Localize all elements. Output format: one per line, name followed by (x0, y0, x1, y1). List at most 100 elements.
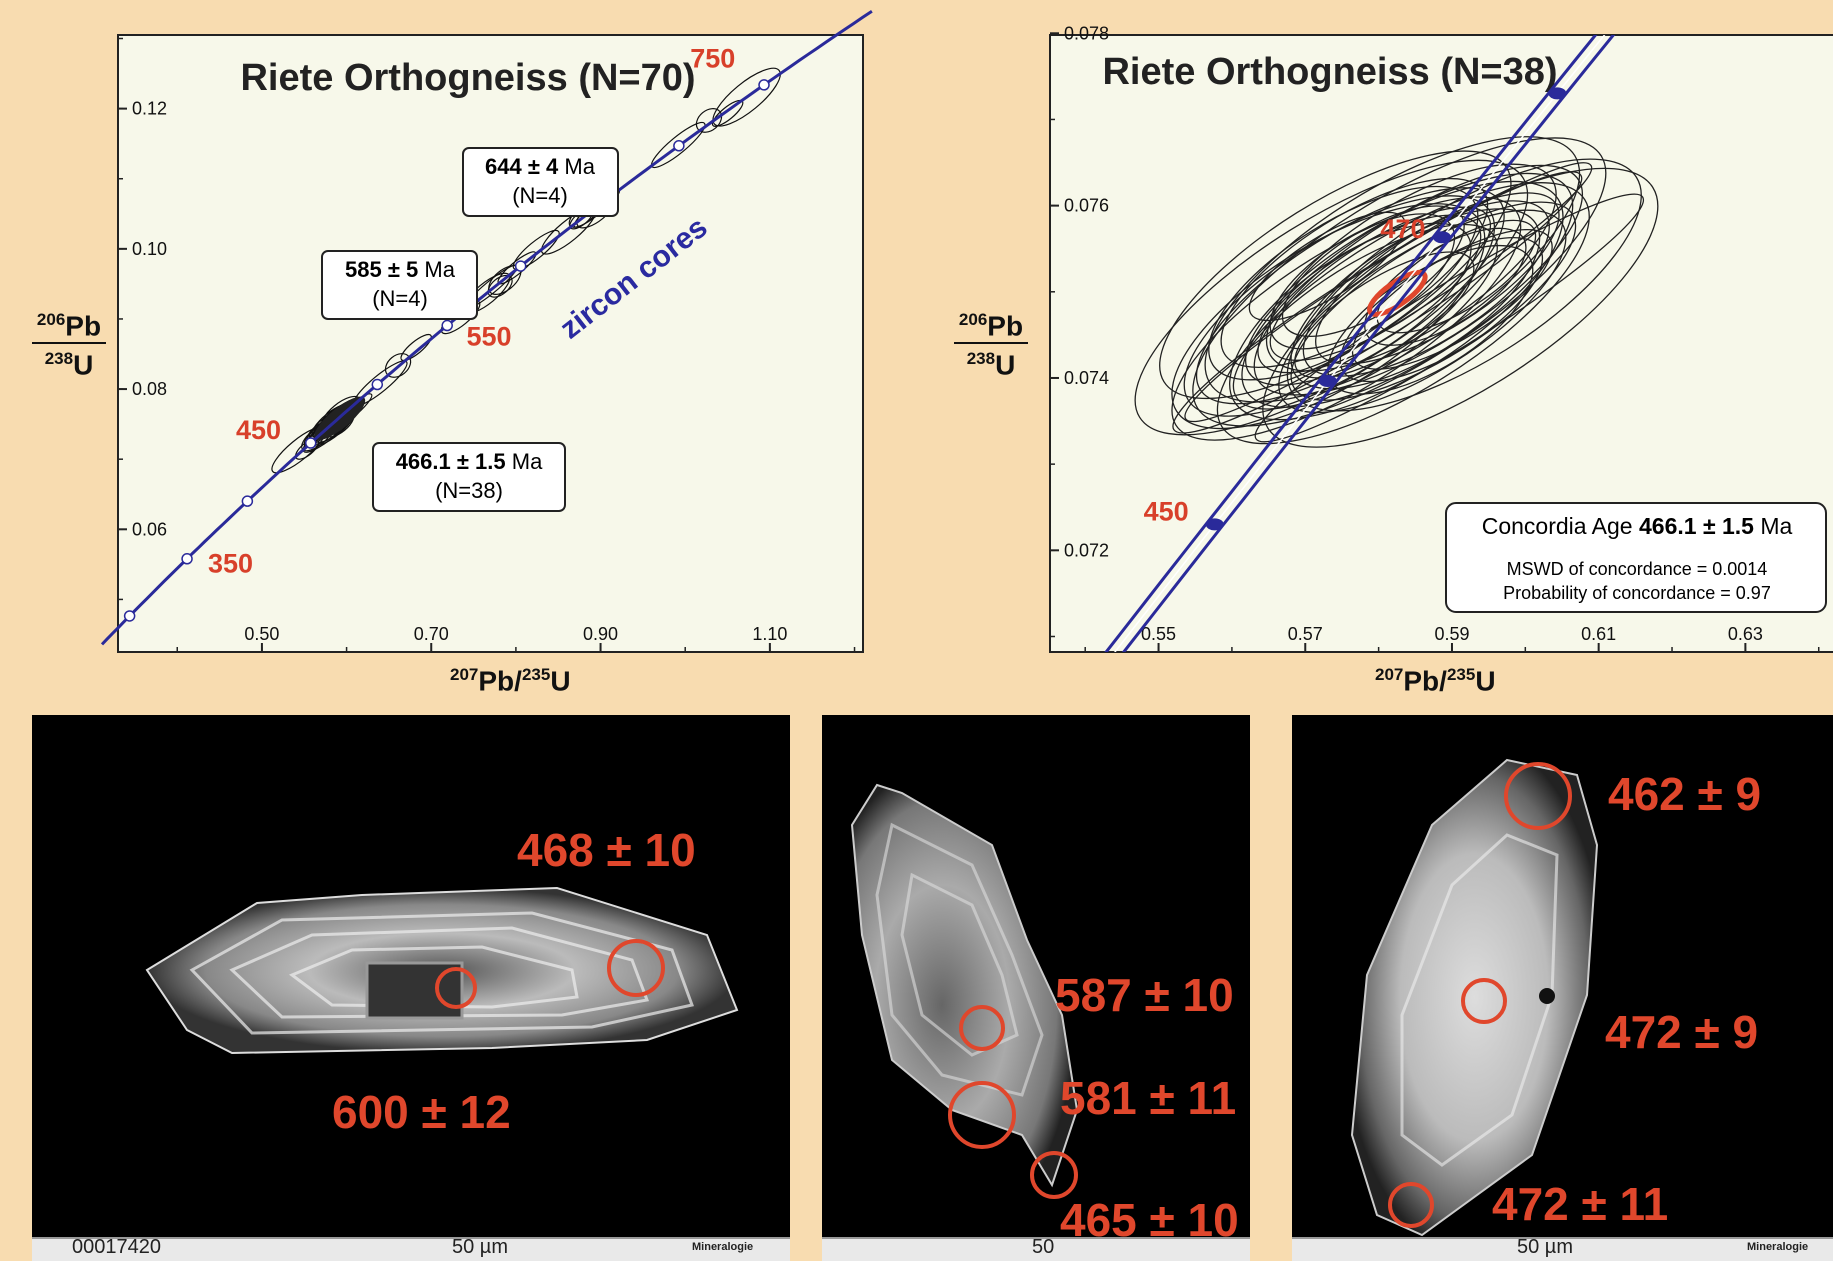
chart1-title: Riete Orthogneiss (N=70) (240, 57, 695, 99)
error-ellipse (1216, 182, 1590, 445)
zircon-grain-3 (1350, 758, 1599, 1237)
svg-text:(N=38): (N=38) (435, 478, 503, 503)
x-tick-label: 0.90 (583, 624, 618, 644)
error-ellipse (487, 274, 513, 298)
age-label: 587 ± 10 (1055, 969, 1234, 1021)
chart-1: Riete Orthogneiss (N=70) 0.50 0.70 0.90 1.1… (100, 10, 873, 653)
svg-text:MSWD of concordance = 0.0014: MSWD of concordance = 0.0014 (1507, 559, 1768, 579)
error-ellipse (712, 67, 781, 127)
svg-text:466.1 ± 1.5 Ma: 466.1 ± 1.5 Ma (396, 449, 543, 474)
concordia-marker (1094, 662, 1112, 674)
error-ellipse (1265, 163, 1557, 372)
x-tick-label: 0.50 (244, 624, 279, 644)
concordia-age-label: 550 (466, 321, 511, 351)
chart2-title: Riete Orthogneiss (N=38) (1102, 51, 1557, 93)
concordia-marker (1548, 87, 1567, 100)
concordia-marker (1318, 374, 1337, 387)
x-tick-label: 0.63 (1728, 624, 1763, 644)
concordia-age-label: 470 (1380, 214, 1425, 244)
error-ellipse (1244, 222, 1472, 386)
y-tick-label: 0.078 (1064, 23, 1109, 43)
age-label: 472 ± 9 (1605, 1006, 1759, 1058)
concordia-marker (441, 319, 453, 332)
spot-circle (1504, 762, 1572, 830)
concordia-age-ellipse (1367, 269, 1428, 317)
spot-circle (435, 967, 477, 1009)
concordia-marker (673, 140, 685, 152)
scale-bar: 00017420 50 µm Mineralogie (32, 1236, 790, 1261)
error-ellipse (1302, 200, 1550, 377)
chart2-x-axis-label: 207Pb/235U (1375, 665, 1496, 697)
age-label: 468 ± 10 (517, 824, 696, 876)
concordia-age-box: Concordia Age 466.1 ± 1.5 Ma MSWD of con… (1445, 502, 1827, 613)
zircon-image-2: 587 ± 10 581 ± 11 465 ± 10 50 (822, 715, 1250, 1261)
x-tick-label: 0.55 (1141, 624, 1176, 644)
concordia-marker (514, 260, 527, 272)
spot-circle (1461, 978, 1507, 1024)
chart1-y-axis-label: 206Pb 238U (28, 305, 110, 381)
x-tick-label: 0.59 (1434, 624, 1469, 644)
concordia-marker (758, 79, 770, 91)
error-ellipse (695, 108, 723, 133)
x-tick-label: 0.61 (1581, 624, 1616, 644)
svg-text:Concordia Age 466.1 ± 1.5 Ma: Concordia Age 466.1 ± 1.5 Ma (1482, 513, 1793, 539)
error-ellipse (512, 229, 560, 270)
concordia-marker (371, 378, 384, 391)
error-ellipse (1286, 158, 1642, 412)
chart1-annotation-644: 644 ± 4 Ma (N=4) (462, 147, 619, 217)
concordia-curve (1114, 35, 1606, 652)
chart2-y-axis-label: 206Pb 238U (950, 305, 1032, 381)
zircon-image-3: 462 ± 9 472 ± 9 472 ± 11 50 µm Mineralog… (1292, 715, 1833, 1261)
age-label: 600 ± 12 (332, 1086, 511, 1138)
y-tick-label: 0.074 (1064, 368, 1109, 388)
concordia-band-edge (1104, 35, 1598, 652)
age-label: 472 ± 11 (1492, 1178, 1669, 1230)
concordia-marker (1205, 518, 1224, 531)
chart1-plot-area (117, 34, 864, 653)
zircon-image-1: 468 ± 10 600 ± 12 00017420 50 µm Mineral… (32, 715, 790, 1261)
scale-bar: 50 µm Mineralogie (1292, 1236, 1833, 1261)
concordia-age-label: 450 (1144, 496, 1189, 526)
spot-circle (1030, 1151, 1078, 1199)
spot-circle (1388, 1182, 1434, 1228)
y-tick-label: 0.06 (132, 519, 167, 539)
x-tick-label: 0.57 (1288, 624, 1323, 644)
y-tick-label: 0.10 (132, 239, 167, 259)
concordia-marker (1433, 231, 1452, 244)
zircon-grain-2 (850, 783, 1079, 1199)
concordia-curve (100, 10, 873, 646)
chart1-annotation-585: 585 ± 5 Ma (N=4) (321, 250, 478, 320)
error-ellipse (1254, 193, 1645, 443)
error-ellipse (400, 333, 432, 362)
scale-bar: 50 (822, 1236, 1250, 1261)
error-ellipse (1208, 185, 1479, 381)
concordia-marker (304, 437, 317, 449)
zircon-grain-1 (145, 886, 739, 1055)
age-label: 462 ± 9 (1608, 768, 1762, 820)
y-tick-label: 0.12 (132, 99, 167, 119)
concordia-marker (241, 495, 254, 507)
concordia-band-edge (1121, 35, 1616, 652)
error-ellipse (1262, 167, 1659, 448)
spot-circle (959, 1005, 1005, 1051)
y-tick-label: 0.072 (1064, 540, 1109, 560)
spot-circle (948, 1081, 1016, 1149)
error-ellipse (1184, 162, 1593, 423)
svg-text:Probability of concordance = 0: Probability of concordance = 0.97 (1503, 583, 1771, 603)
age-label: 581 ± 11 (1060, 1072, 1237, 1124)
chart1-x-axis-label: 207Pb/235U (450, 665, 571, 697)
chart1-annotation-466: 466.1 ± 1.5 Ma (N=38) (372, 442, 566, 512)
x-tick-label: 0.70 (414, 624, 449, 644)
concordia-marker (181, 553, 193, 565)
svg-text:(N=4): (N=4) (512, 183, 568, 208)
svg-text:(N=4): (N=4) (372, 286, 428, 311)
x-tick-label: 1.10 (752, 624, 787, 644)
error-ellipse (1172, 171, 1583, 434)
svg-text:585 ± 5 Ma: 585 ± 5 Ma (345, 257, 456, 282)
chart-2: Riete Orthogneiss (N=38) 0.55 0.57 0.59 0.6… (1049, 23, 1833, 674)
y-tick-label: 0.076 (1064, 196, 1109, 216)
svg-text:644 ± 4 Ma: 644 ± 4 Ma (485, 154, 596, 179)
spot-circle (607, 939, 665, 997)
error-ellipse (1232, 223, 1498, 410)
error-ellipse (1171, 203, 1486, 430)
